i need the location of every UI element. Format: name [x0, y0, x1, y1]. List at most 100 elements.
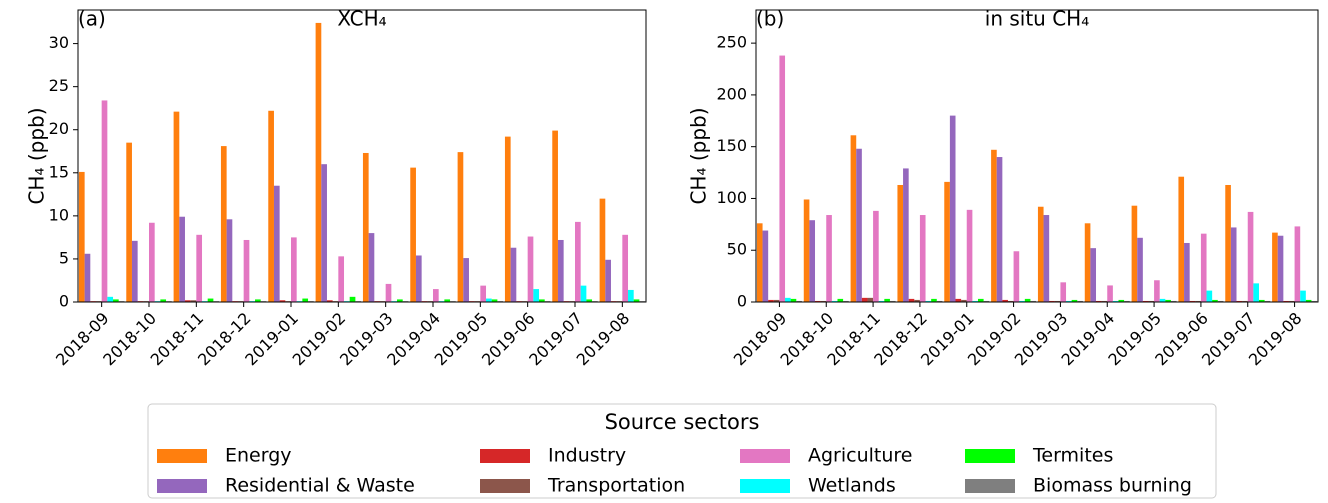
bar [1230, 227, 1237, 302]
bar [1253, 283, 1259, 302]
bar [1206, 290, 1213, 302]
legend-swatch [480, 449, 530, 463]
bar [1148, 300, 1155, 302]
chart-title: XCH₄ [337, 7, 386, 31]
bar [773, 299, 780, 302]
bar [785, 297, 791, 302]
legend-swatch [480, 479, 530, 493]
bar [1195, 300, 1201, 302]
legend-label: Termites [1032, 445, 1113, 467]
bar [410, 167, 416, 302]
bar [1037, 206, 1044, 302]
legend-swatch [965, 449, 1015, 463]
bar [850, 135, 857, 302]
bar [944, 181, 950, 302]
bar [820, 300, 827, 302]
bar [302, 298, 309, 302]
bar [586, 299, 593, 302]
bar [1118, 299, 1125, 302]
bar [533, 289, 540, 302]
legend-label: Industry [548, 445, 626, 467]
bar [196, 234, 203, 302]
bar [1294, 226, 1301, 302]
legend-label: Residential & Waste [225, 475, 415, 497]
bar [1112, 300, 1119, 302]
legend-swatch [965, 479, 1015, 493]
bar [1300, 290, 1306, 302]
bar [243, 239, 250, 302]
bar [1013, 251, 1020, 302]
bar [599, 198, 606, 302]
legend-title: Source sectors [605, 410, 760, 434]
bar [949, 115, 956, 302]
bar [1054, 300, 1061, 302]
bar [1084, 223, 1091, 302]
bar [991, 149, 997, 302]
bar [326, 300, 333, 302]
bar [768, 299, 774, 302]
bar [1066, 300, 1072, 302]
y-tick-label: 10 [49, 205, 69, 224]
y-tick-label: 200 [716, 84, 747, 103]
bar [856, 148, 862, 302]
bar [1178, 176, 1185, 302]
bar [368, 233, 375, 302]
bar [1077, 300, 1083, 302]
bar [580, 285, 587, 302]
y-tick-label: 0 [737, 292, 747, 311]
bar [861, 297, 868, 302]
bar [349, 296, 356, 302]
y-tick-label: 15 [49, 162, 69, 181]
bar [878, 300, 885, 302]
bar [831, 300, 838, 302]
bar [790, 298, 797, 302]
legend-label: Wetlands [808, 475, 896, 497]
bar [914, 299, 920, 302]
bar [539, 299, 545, 302]
y-tick-label: 150 [716, 136, 747, 155]
bar [291, 237, 297, 302]
bar [444, 299, 451, 302]
bar [1189, 300, 1196, 302]
bar [113, 299, 119, 302]
bar [983, 300, 990, 302]
bar [1124, 300, 1130, 302]
y-tick-label: 100 [716, 188, 747, 207]
bar [255, 299, 261, 302]
bar [955, 298, 962, 302]
bar [762, 230, 769, 302]
bar [575, 221, 581, 302]
bar [279, 300, 286, 302]
bar [362, 152, 369, 302]
bar [268, 110, 274, 302]
bar [1288, 300, 1295, 302]
bar [996, 157, 1003, 302]
bar [457, 152, 464, 302]
bar [903, 168, 909, 302]
bar [1030, 300, 1037, 302]
bar [1071, 299, 1078, 302]
bar [207, 298, 214, 302]
legend-swatch [740, 479, 790, 493]
bar [1272, 232, 1278, 302]
bar [1305, 299, 1312, 302]
plot-frame [755, 9, 1319, 303]
bar [1137, 237, 1143, 302]
bar [126, 142, 132, 302]
bar [1002, 299, 1008, 302]
bar [873, 210, 879, 302]
bar [226, 219, 233, 302]
bar [397, 299, 403, 302]
bar [826, 215, 832, 302]
bar [1212, 299, 1218, 302]
bar [977, 298, 984, 302]
bar [1283, 300, 1289, 302]
bar [557, 239, 564, 302]
bar [160, 299, 167, 302]
bar [1131, 205, 1138, 302]
legend-swatch [740, 449, 790, 463]
bar [433, 289, 439, 302]
bar [1043, 215, 1050, 302]
bar [315, 22, 322, 303]
bar [837, 298, 844, 302]
